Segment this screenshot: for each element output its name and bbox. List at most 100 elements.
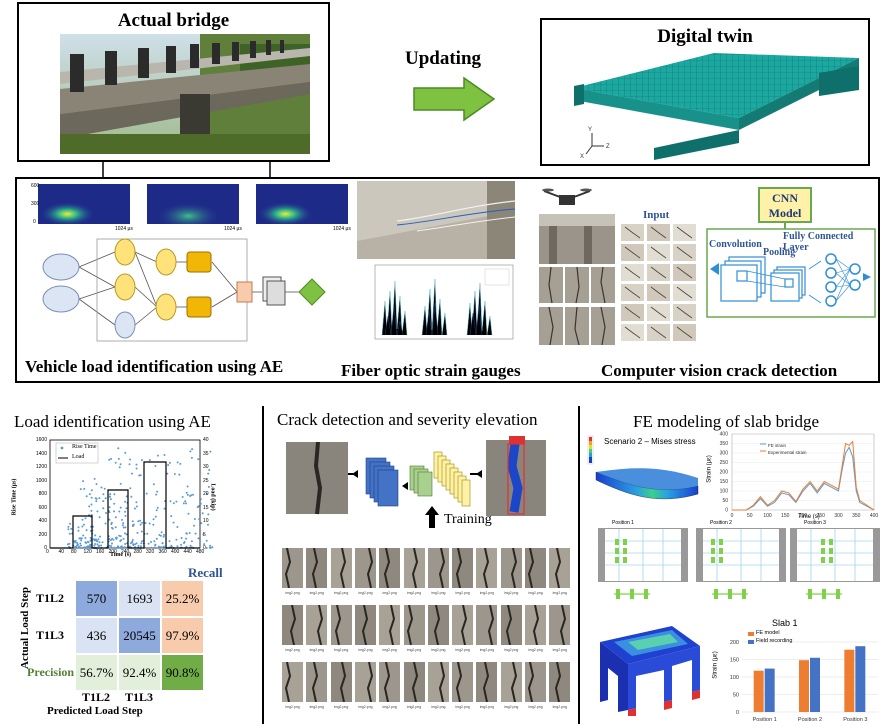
slab-xtick: Position 2 bbox=[798, 717, 822, 723]
ae-scatter-point bbox=[113, 510, 115, 513]
input-crack bbox=[624, 266, 641, 279]
position-plan bbox=[599, 529, 687, 581]
ae-scatter-point bbox=[113, 493, 116, 496]
actual-bridge-panel: Actual bridge bbox=[17, 2, 330, 162]
ae-ytick-right: 35 bbox=[203, 450, 209, 457]
ae-scatter-point bbox=[207, 472, 210, 475]
ae-scatter-point bbox=[102, 500, 105, 503]
ae-scatter-point bbox=[119, 535, 122, 538]
ae-ytick-right: 0 bbox=[203, 545, 206, 551]
ae-scatter-point bbox=[199, 498, 202, 501]
crack-thumbnail bbox=[306, 662, 328, 702]
ae-scatter-point bbox=[135, 505, 138, 508]
ae-scatter-point bbox=[162, 545, 165, 548]
ae-scatter-point bbox=[166, 472, 169, 475]
slab-bar bbox=[764, 668, 775, 712]
crack-thumb-label: img2.png bbox=[285, 591, 300, 595]
ae-scatter-point bbox=[141, 540, 143, 543]
slab-bar bbox=[844, 649, 855, 712]
ae-ytick-right: 20 bbox=[203, 491, 209, 497]
ae-scatter-point bbox=[197, 458, 200, 461]
slab-bar bbox=[753, 670, 764, 712]
crack-thumb-label: img2.png bbox=[406, 591, 422, 595]
ae-caption: Vehicle load identification using AE bbox=[25, 357, 284, 376]
ae-scatter-point bbox=[207, 486, 210, 488]
ae-scatter-point bbox=[148, 459, 151, 462]
crack-thumb-label: img2.png bbox=[479, 591, 495, 595]
ae-xtick: 160 bbox=[96, 549, 105, 555]
ae-scatter-point bbox=[102, 493, 105, 496]
ae-scatter-point bbox=[122, 526, 125, 529]
strain-xtick: 400 bbox=[870, 513, 878, 519]
cm-cell: 97.9% bbox=[161, 617, 204, 654]
ae-scatter-point bbox=[124, 514, 127, 517]
ae-scatter-point bbox=[175, 500, 178, 503]
ae-scatter-point bbox=[110, 546, 113, 549]
ae-xtick: 400 bbox=[171, 549, 180, 555]
slab-legend-fe: FE model bbox=[756, 630, 780, 636]
ae-scatter-point bbox=[132, 525, 134, 528]
slab-bar bbox=[855, 646, 866, 712]
slab-ytick: 200 bbox=[730, 640, 739, 646]
crack-thumbnail bbox=[354, 605, 376, 645]
input-crack bbox=[650, 286, 667, 299]
ae-scatter-point bbox=[147, 542, 150, 545]
strain-legend-2: Experimental strain bbox=[768, 450, 807, 455]
ae-scatter-point bbox=[200, 522, 203, 525]
crack-thumb-label: img2.png bbox=[552, 648, 567, 652]
ae-load-line bbox=[50, 461, 200, 549]
ae-scatter-point bbox=[93, 539, 96, 542]
ae-scatter-point bbox=[168, 461, 171, 464]
ae-scatter-point bbox=[68, 532, 71, 535]
ae-scatter-point bbox=[140, 542, 143, 545]
ae-scatter-point bbox=[170, 545, 173, 548]
ae-xtick: 480 bbox=[196, 549, 205, 555]
ae-scatter-point bbox=[183, 541, 186, 543]
ae-scatter-point bbox=[124, 451, 127, 454]
ae-scatter-point bbox=[85, 542, 88, 544]
ae-scatter-point bbox=[141, 521, 144, 524]
crack-thumbnail bbox=[379, 548, 401, 588]
position-plan bbox=[697, 529, 785, 581]
strain-xtick: 0 bbox=[731, 513, 734, 519]
input-crack bbox=[624, 246, 641, 259]
crack-line bbox=[411, 662, 418, 702]
slab-bar bbox=[810, 657, 820, 712]
ae-scatter-point bbox=[88, 493, 91, 496]
updating-arrow-icon bbox=[413, 76, 496, 122]
crack-line bbox=[438, 548, 445, 588]
ae-scatter-point bbox=[209, 450, 212, 453]
drone-icon bbox=[542, 188, 592, 205]
ae-scatter-point bbox=[185, 502, 187, 505]
ae-ylabel-left: Rise Time (μs) bbox=[11, 478, 18, 516]
ae-scatter-point bbox=[146, 532, 149, 535]
crack-thumb-label: img2.png bbox=[333, 591, 349, 595]
slab-ylabel: Strain (με) bbox=[712, 651, 719, 679]
cnn-diagram bbox=[706, 223, 876, 318]
actual-load-step-label: Actual Load Step bbox=[18, 587, 31, 669]
ae-scatter-point bbox=[191, 448, 194, 451]
spec-ytick-600: 600 bbox=[31, 183, 40, 189]
crack-thumb-label: img2.png bbox=[309, 705, 324, 709]
ae-scatter-point bbox=[128, 463, 131, 466]
ae-ytick-left: 800 bbox=[38, 491, 47, 497]
ae-scatter-point bbox=[160, 531, 163, 534]
position-label: Position 2 bbox=[710, 520, 732, 526]
spec-xtick-3: 1024 μs bbox=[333, 226, 351, 232]
cv-caption: Computer vision crack detection bbox=[601, 361, 838, 380]
strain-ytick: 0 bbox=[725, 508, 728, 514]
input-crack bbox=[676, 326, 693, 339]
ae-scatter-point bbox=[187, 512, 190, 515]
crack-line bbox=[384, 662, 391, 702]
bridge-underside-photo bbox=[539, 214, 615, 264]
ae-ytick-left: 1200 bbox=[35, 464, 47, 470]
ae-xtick: 240 bbox=[121, 549, 130, 555]
ae-scatter-point bbox=[79, 488, 82, 491]
ae-scatter-point bbox=[110, 545, 113, 548]
ae-scatter-point bbox=[85, 529, 88, 532]
predicted-load-step-label: Predicted Load Step bbox=[47, 705, 143, 717]
ae-ytick-right: 30 bbox=[203, 464, 209, 470]
crack-line bbox=[312, 662, 319, 702]
ae-scatter-point bbox=[96, 543, 99, 546]
ae-scatter-point bbox=[100, 544, 103, 547]
